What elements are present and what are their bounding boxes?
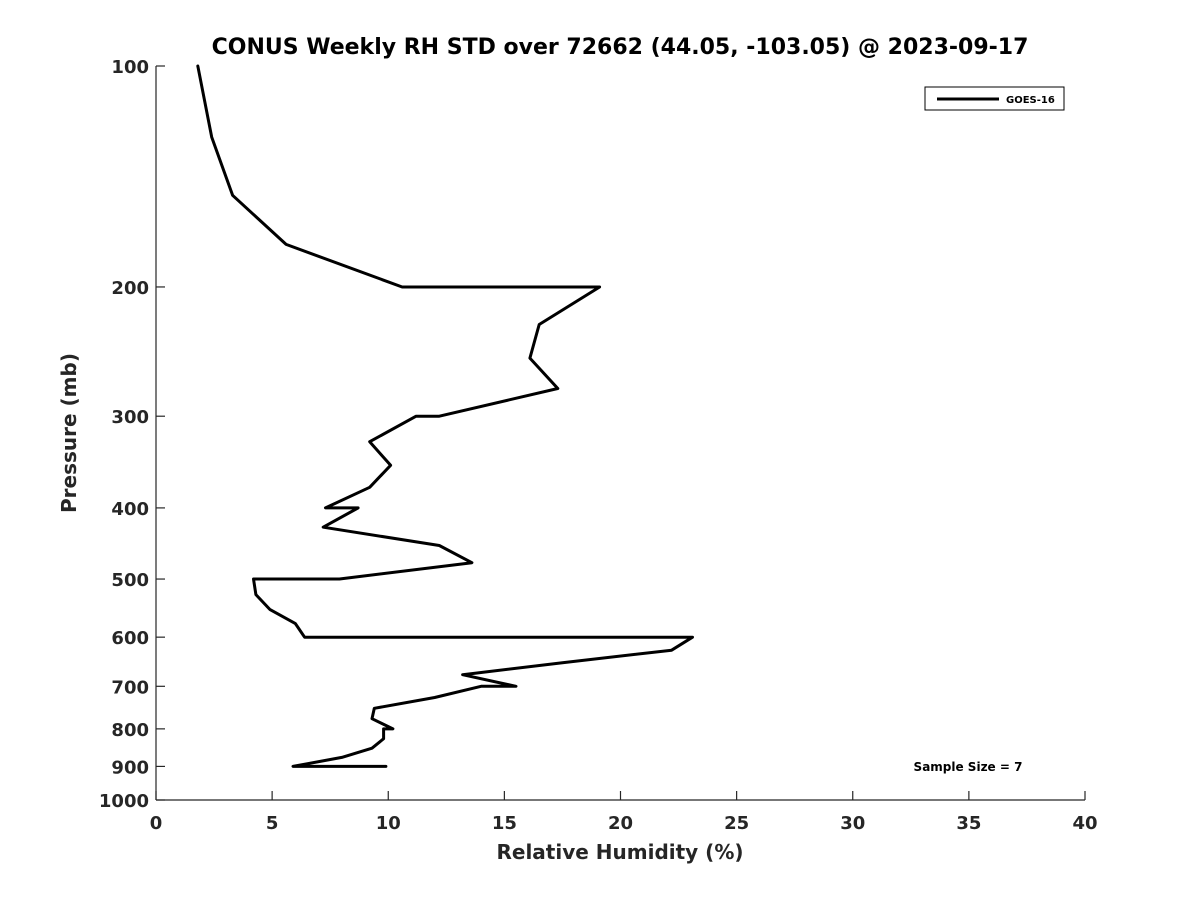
series-layer bbox=[196, 64, 694, 768]
y-tick-label: 800 bbox=[111, 720, 149, 741]
series-line-goes-16 bbox=[196, 64, 694, 768]
x-tick-label: 10 bbox=[376, 813, 401, 834]
x-tick-label: 40 bbox=[1072, 813, 1097, 834]
x-tick-label: 25 bbox=[724, 813, 749, 834]
y-tick-label: 1000 bbox=[99, 791, 149, 812]
y-tick-label: 300 bbox=[111, 407, 149, 428]
x-tick-label: 5 bbox=[266, 813, 279, 834]
y-tick-label: 400 bbox=[111, 499, 149, 520]
y-tick-label: 200 bbox=[111, 278, 149, 299]
x-axis-label: Relative Humidity (%) bbox=[496, 840, 743, 864]
y-tick-label: 500 bbox=[111, 570, 149, 591]
x-tick-label: 35 bbox=[956, 813, 981, 834]
legend-label-goes-16: GOES-16 bbox=[1006, 95, 1055, 106]
x-tick-label: 0 bbox=[150, 813, 163, 834]
sample-size-annotation: Sample Size = 7 bbox=[914, 760, 1023, 774]
y-tick-label: 100 bbox=[111, 57, 149, 78]
x-tick-label: 20 bbox=[608, 813, 633, 834]
x-tick-label: 30 bbox=[840, 813, 865, 834]
axes: 0 5 10 15 20 25 30 35 40 100 200 300 400 500 600 700 800… bbox=[99, 57, 1098, 834]
x-tick-label: 15 bbox=[492, 813, 517, 834]
y-tick-label: 700 bbox=[111, 677, 149, 698]
legend: GOES-16 bbox=[924, 86, 1065, 111]
y-tick-label: 600 bbox=[111, 628, 149, 649]
y-tick-label: 900 bbox=[111, 757, 149, 778]
y-axis-label: Pressure (mb) bbox=[57, 353, 81, 513]
chart-title: CONUS Weekly RH STD over 72662 (44.05, -… bbox=[212, 35, 1029, 60]
